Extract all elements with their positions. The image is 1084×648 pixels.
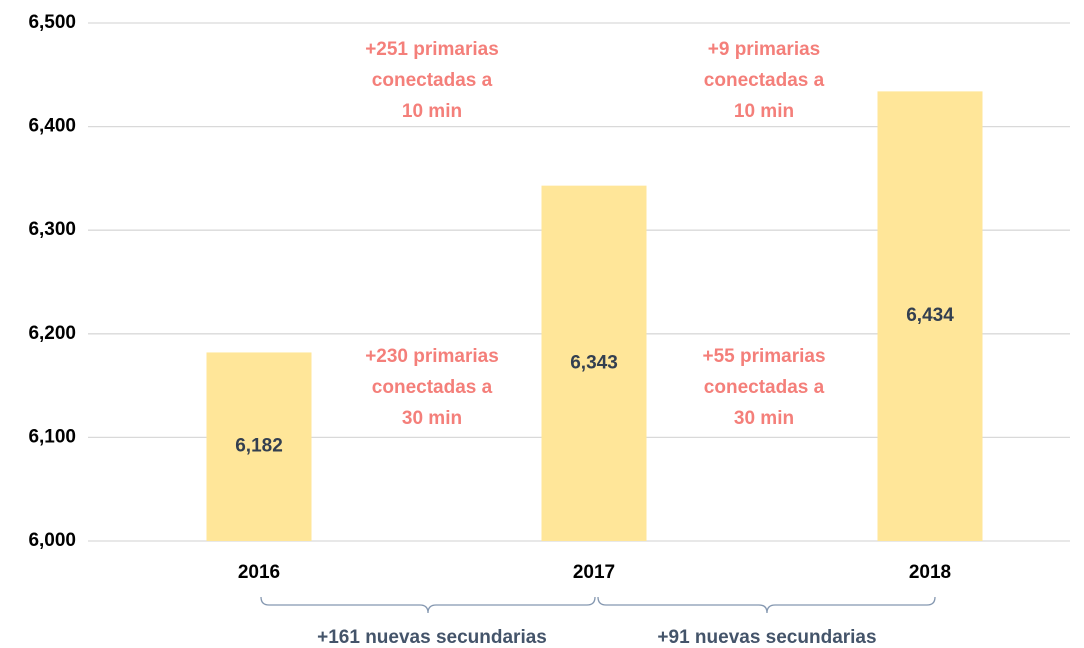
y-tick-label: 6,500	[28, 12, 76, 33]
bar	[206, 352, 312, 541]
annotation: 30 min	[734, 408, 794, 429]
brace	[597, 596, 936, 614]
value-label: 6,343	[570, 352, 618, 373]
x-tick-label: 2016	[238, 562, 280, 583]
bar	[541, 185, 647, 542]
bar	[877, 91, 983, 541]
y-tick-label: 6,200	[28, 323, 76, 344]
y-tick-label: 6,000	[28, 530, 76, 551]
annotation: conectadas a	[372, 377, 493, 398]
annotation: 10 min	[734, 101, 794, 122]
annotation: +55 primarias	[702, 346, 825, 367]
y-tick-label: 6,300	[28, 219, 76, 240]
annotation: conectadas a	[704, 377, 825, 398]
annotation: conectadas a	[704, 70, 825, 91]
annotation: conectadas a	[372, 70, 493, 91]
annotation: +230 primarias	[365, 346, 499, 367]
brace-label: +91 nuevas secundarias	[657, 627, 876, 648]
value-label: 6,434	[906, 305, 954, 326]
x-tick-label: 2018	[909, 562, 951, 583]
annotation: 30 min	[402, 408, 462, 429]
brace-label: +161 nuevas secundarias	[317, 627, 547, 648]
annotation: +9 primarias	[708, 39, 821, 60]
value-label: 6,182	[235, 436, 283, 457]
y-tick-label: 6,400	[28, 116, 76, 137]
annotation: 10 min	[402, 101, 462, 122]
x-tick-label: 2017	[573, 562, 615, 583]
brace	[260, 596, 596, 614]
annotation: +251 primarias	[365, 39, 499, 60]
y-tick-label: 6,100	[28, 426, 76, 447]
